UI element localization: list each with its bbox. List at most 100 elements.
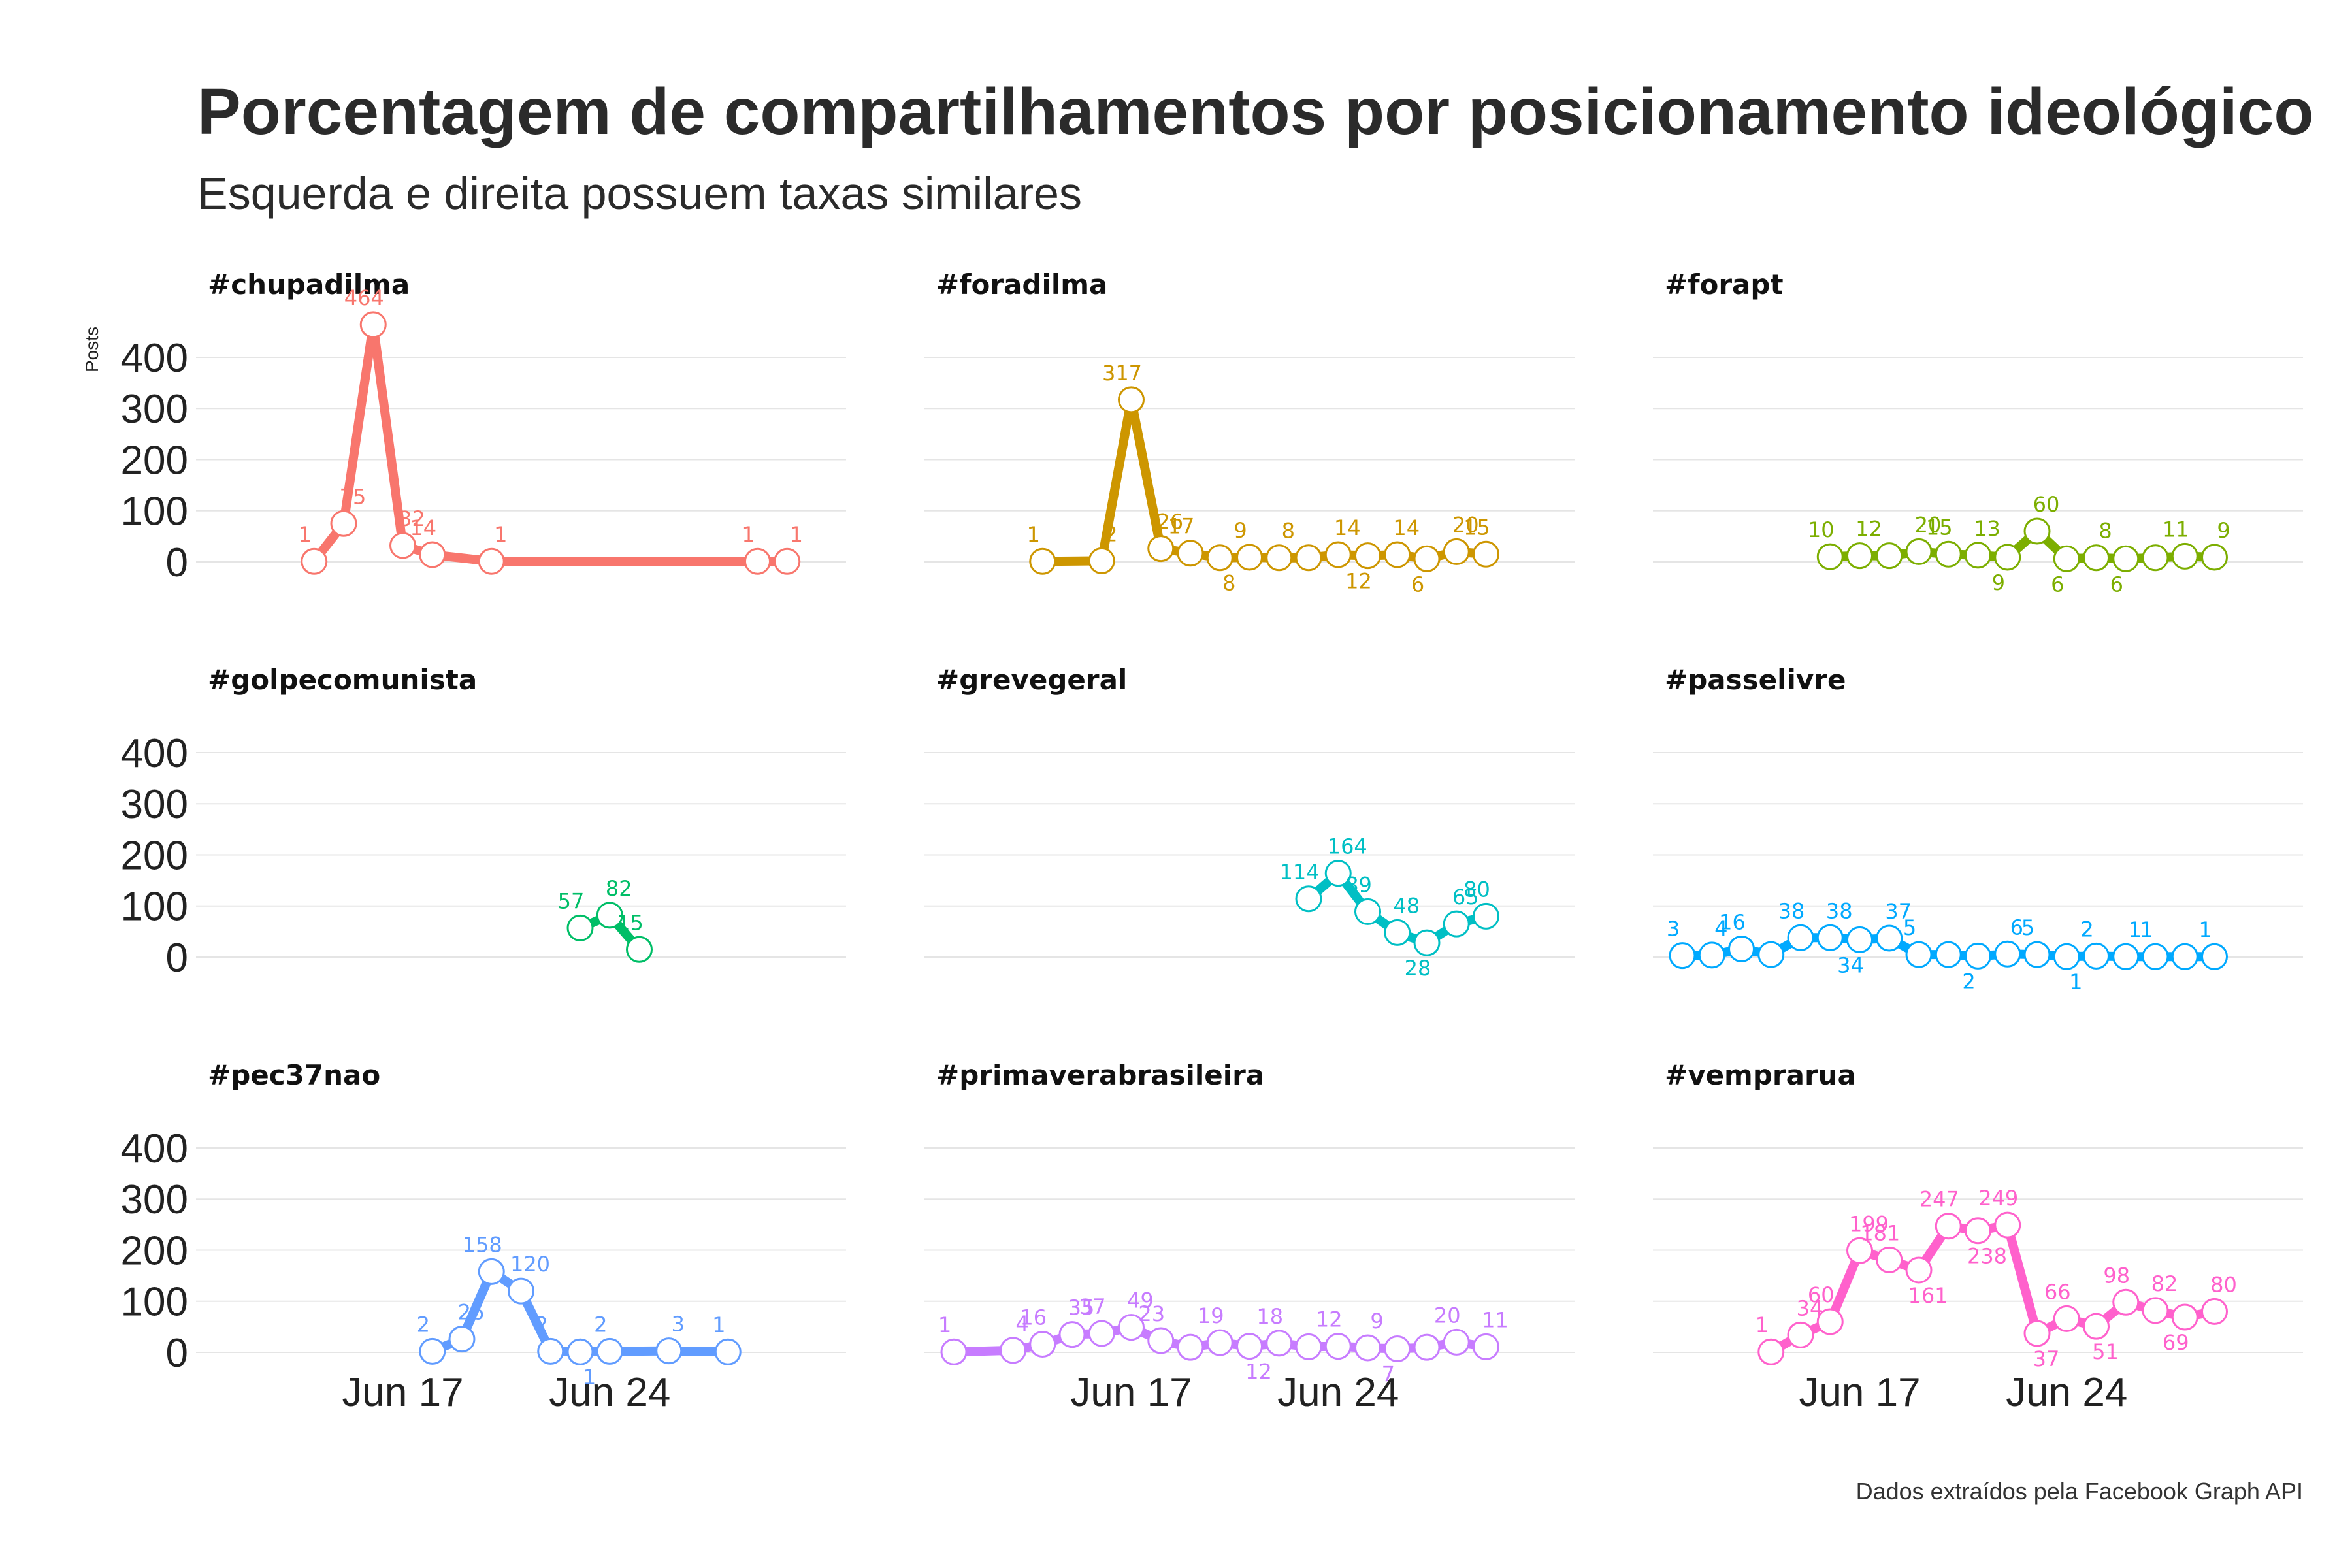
x-tick-label: Jun 24 [1277,1370,1399,1415]
data-point [1088,1320,1115,1347]
data-label: 7 [1382,1362,1395,1387]
data-label: 48 [1393,893,1420,918]
data-label: 1 [712,1313,725,1337]
data-point [1787,1321,1814,1348]
data-point [389,532,416,559]
data-point [1147,535,1175,563]
data-label: 32 [399,506,425,531]
data-point [1816,924,1844,951]
data-point [419,541,446,568]
data-point [2171,943,2198,970]
data-point [478,1258,505,1285]
data-point [1905,941,1933,968]
data-label: 9 [1370,1309,1383,1333]
data-label: 82 [2151,1271,2178,1296]
data-point [1118,1314,1145,1341]
data-label: 38 [1778,898,1805,923]
data-label: 6 [1411,572,1424,596]
y-axis-label: Posts [82,327,102,372]
data-point [419,1337,446,1365]
data-label: 26 [1156,510,1183,534]
x-tick-label: Jun 24 [2006,1370,2127,1415]
series-line [309,319,792,566]
data-label: 6 [2010,915,2023,939]
data-label: 18 [1256,1304,1283,1329]
data-label: 199 [1849,1211,1889,1236]
data-label: 75 [340,484,367,509]
data-point [537,1337,564,1365]
data-point [2023,517,2051,545]
data-label: 5 [2021,915,2034,940]
x-tick-label: Jun 24 [549,1370,670,1415]
data-label: 17 [1168,514,1195,539]
data-point [1698,941,1725,969]
data-label: 158 [463,1232,502,1257]
data-point [1413,929,1441,956]
data-label: 3 [1667,917,1680,941]
data-point [1295,885,1322,913]
data-point [2201,943,2228,970]
data-label: 1 [2129,917,2142,942]
y-tick-label: 100 [121,1280,188,1325]
data-point [1787,924,1814,951]
data-point [2142,943,2169,970]
data-point [1384,919,1411,946]
data-point [2083,544,2110,572]
data-point [2201,544,2228,571]
data-label: 57 [558,889,585,913]
data-point [1000,1337,1026,1364]
y-tick-label: 400 [121,336,188,381]
panel-pec37nao: #pec37nao 0 100 200 300 400 Jun 17 Jun 24 2 26 158… [121,1059,846,1415]
data-point [1965,1217,1991,1245]
data-point [478,547,505,575]
x-tick-label: Jun 17 [1799,1370,1920,1415]
chart-subtitle: Esquerda e direita possuem taxas similar… [197,168,1082,219]
data-point [1177,1333,1204,1361]
data-point [1266,1330,1293,1357]
data-label: 9 [2217,518,2230,543]
data-point [1473,1333,1499,1360]
data-label: 464 [344,286,384,310]
data-point [2112,545,2140,572]
data-label: 16 [1020,1305,1047,1330]
panel-title: #golpecomunista [208,664,477,696]
data-point [1965,542,1991,569]
data-label: 2 [594,1312,607,1337]
data-point [1324,860,1352,887]
data-point [2053,943,2080,970]
data-label: 12 [1345,569,1372,594]
data-label: 4 [1714,916,1727,941]
data-label: 1 [1027,522,1040,547]
data-label: 1 [938,1313,951,1337]
data-point [566,914,594,941]
data-label: 161 [1908,1283,1948,1308]
data-label: 12 [1316,1307,1343,1332]
data-point [1324,1333,1352,1360]
data-point [2142,1297,2169,1324]
data-point [596,902,623,929]
data-point [1816,543,1844,570]
data-label: 60 [1808,1282,1835,1307]
data-label: 2 [1962,969,1975,994]
data-label: 317 [1102,361,1142,385]
data-point [1965,942,1991,970]
panel-title: #forapt [1665,269,1784,301]
data-label: 34 [1837,953,1864,977]
y-tick-label: 100 [121,489,188,534]
data-label: 23 [1138,1301,1165,1326]
panel-title: #foradilma [936,269,1107,301]
data-point [1935,540,1962,568]
data-label: 2 [2080,917,2093,941]
data-point [2171,1303,2198,1331]
panel-title: #grevegeral [936,664,1127,696]
data-label: 1 [583,1365,596,1390]
data-point [1029,547,1056,575]
data-point [1876,1246,1903,1273]
data-point [1236,1333,1263,1360]
data-label: 10 [1808,517,1835,542]
data-label: 13 [1974,516,2001,541]
data-label: 37 [1885,899,1912,924]
data-point [1935,1213,1962,1240]
